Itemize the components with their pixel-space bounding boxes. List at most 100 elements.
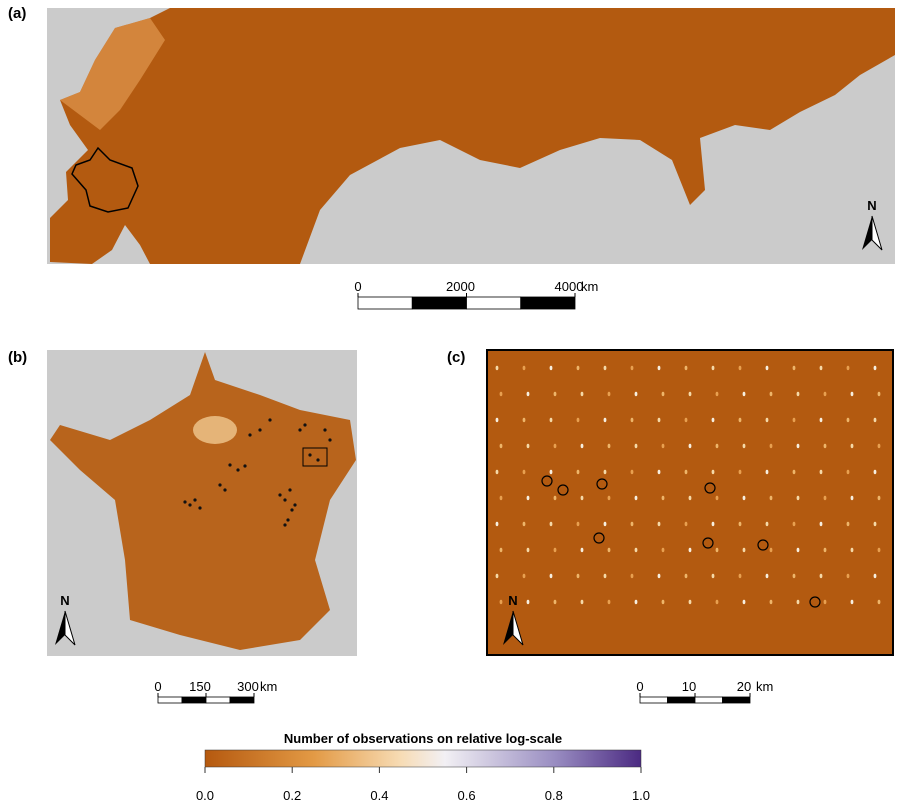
cell bbox=[792, 521, 796, 527]
scale-segment bbox=[694, 696, 723, 704]
cell bbox=[765, 365, 769, 371]
cell bbox=[684, 573, 688, 579]
cell bbox=[711, 521, 715, 527]
cell bbox=[661, 599, 665, 605]
cell bbox=[549, 469, 553, 475]
observation-sites bbox=[541, 475, 821, 608]
point bbox=[298, 428, 302, 432]
cell bbox=[603, 365, 607, 371]
cell bbox=[553, 443, 557, 449]
cell bbox=[792, 365, 796, 371]
cell bbox=[553, 495, 557, 501]
cell bbox=[499, 547, 503, 553]
cell bbox=[549, 573, 553, 579]
scale-segment bbox=[639, 696, 668, 704]
colorbar bbox=[204, 749, 642, 768]
scale-segment bbox=[722, 696, 751, 704]
scale-segment bbox=[667, 696, 696, 704]
cell bbox=[576, 573, 580, 579]
point bbox=[288, 488, 292, 492]
colorbar-title: Number of observations on relative log-s… bbox=[284, 731, 562, 746]
cell bbox=[630, 417, 634, 423]
cell bbox=[688, 547, 692, 553]
cell bbox=[657, 521, 661, 527]
cell bbox=[738, 417, 742, 423]
cell bbox=[553, 547, 557, 553]
cell bbox=[846, 573, 850, 579]
cell bbox=[576, 521, 580, 527]
cell bbox=[495, 573, 499, 579]
cell bbox=[499, 391, 503, 397]
north-label: N bbox=[867, 198, 876, 213]
cell bbox=[549, 521, 553, 527]
scale-segment bbox=[357, 296, 413, 310]
scale-label: 20 bbox=[737, 679, 751, 694]
cell bbox=[684, 365, 688, 371]
scale-segment bbox=[520, 296, 576, 310]
cell bbox=[877, 495, 881, 501]
cell bbox=[738, 469, 742, 475]
cell bbox=[765, 521, 769, 527]
panel-label: (a) bbox=[8, 5, 26, 22]
cell bbox=[742, 443, 746, 449]
cell bbox=[850, 547, 854, 553]
cell bbox=[495, 365, 499, 371]
cell bbox=[823, 391, 827, 397]
cell bbox=[823, 443, 827, 449]
cell bbox=[823, 547, 827, 553]
north-arrow bbox=[64, 610, 76, 646]
colorbar-tick-label: 0.8 bbox=[545, 788, 563, 803]
cell bbox=[657, 469, 661, 475]
cell bbox=[553, 391, 557, 397]
cell bbox=[576, 365, 580, 371]
panel-label: (c) bbox=[447, 349, 465, 366]
scale-segment bbox=[157, 696, 183, 704]
cell bbox=[765, 469, 769, 475]
observation-points bbox=[183, 418, 332, 527]
scale-segment bbox=[205, 696, 231, 704]
cell bbox=[711, 417, 715, 423]
cell bbox=[580, 443, 584, 449]
colorbar-tick-label: 0.6 bbox=[458, 788, 476, 803]
land bbox=[50, 8, 895, 264]
cell bbox=[742, 547, 746, 553]
cell bbox=[580, 547, 584, 553]
zoom-box bbox=[302, 447, 328, 467]
cell bbox=[603, 573, 607, 579]
cell bbox=[657, 417, 661, 423]
cell bbox=[661, 391, 665, 397]
cell bbox=[742, 599, 746, 605]
cell bbox=[630, 365, 634, 371]
cell bbox=[711, 573, 715, 579]
scale-label: 150 bbox=[189, 679, 211, 694]
scale-segment bbox=[466, 296, 522, 310]
cell bbox=[603, 417, 607, 423]
cell bbox=[850, 391, 854, 397]
cell bbox=[684, 521, 688, 527]
cell bbox=[819, 521, 823, 527]
scale-label: 2000 bbox=[446, 279, 475, 294]
scale-label: 0 bbox=[154, 679, 161, 694]
cell bbox=[661, 547, 665, 553]
cell bbox=[873, 365, 877, 371]
scale-unit: km bbox=[260, 679, 277, 694]
cell bbox=[877, 443, 881, 449]
point bbox=[293, 503, 297, 507]
scale-label: 10 bbox=[682, 679, 696, 694]
cell bbox=[580, 495, 584, 501]
cell bbox=[796, 443, 800, 449]
cell bbox=[522, 417, 526, 423]
scale-segment bbox=[181, 696, 207, 704]
cell bbox=[792, 469, 796, 475]
cell bbox=[688, 599, 692, 605]
cell bbox=[495, 521, 499, 527]
cell bbox=[742, 495, 746, 501]
cell bbox=[769, 599, 773, 605]
cell bbox=[769, 443, 773, 449]
scale-segment bbox=[411, 296, 467, 310]
cell bbox=[634, 443, 638, 449]
point bbox=[303, 423, 307, 427]
scale-label: 4000 bbox=[555, 279, 584, 294]
north-label: N bbox=[60, 593, 69, 608]
cell bbox=[607, 495, 611, 501]
